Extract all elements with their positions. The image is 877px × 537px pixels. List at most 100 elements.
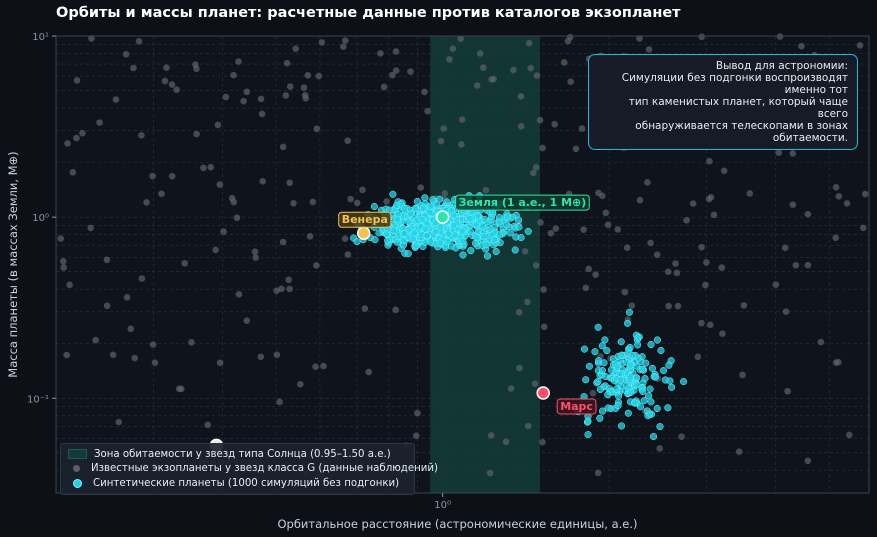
known-exoplanet-point: [614, 226, 622, 233]
known-exoplanet-point: [342, 37, 349, 44]
legend: Зона обитаемости у звезд типа Солнца (0.…: [60, 443, 438, 495]
synthetic-planet-point: [638, 365, 647, 373]
known-exoplanet-point: [127, 325, 135, 333]
synthetic-planet-point: [639, 387, 647, 396]
known-exoplanet-point: [301, 91, 309, 99]
known-exoplanet-point: [623, 244, 631, 252]
annotation-box: Вывод для астрономии: Симуляции без подг…: [588, 54, 858, 150]
known-exoplanet-point: [792, 261, 800, 269]
known-exoplanet-point: [698, 243, 705, 251]
known-exoplanet-point: [560, 59, 568, 66]
synthetic-planet-point: [647, 340, 655, 349]
known-exoplanet-point: [832, 234, 840, 242]
synthetic-planet-point: [604, 404, 612, 412]
known-exoplanet-point: [87, 224, 94, 232]
known-exoplanet-point: [306, 232, 314, 240]
synthetic-planet-point: [466, 215, 474, 223]
known-exoplanet-point: [424, 107, 431, 115]
known-exoplanet-point: [286, 83, 294, 90]
known-exoplanet-point: [309, 198, 317, 206]
synthetic-planet-point: [421, 194, 429, 202]
known-exoplanet-point: [594, 469, 602, 477]
known-exoplanet-point: [835, 193, 843, 200]
known-exoplanet-point: [158, 190, 165, 198]
known-exoplanet-point: [103, 302, 111, 310]
synthetic-planet-point: [384, 237, 392, 245]
known-exoplanet-point: [412, 432, 420, 440]
synthetic-planet-point: [419, 204, 428, 212]
synthetic-planet-point: [642, 359, 650, 367]
synthetic-planet-point: [421, 225, 429, 233]
known-exoplanet-point: [859, 224, 867, 232]
known-exoplanet-point: [521, 248, 529, 255]
known-exoplanet-point: [789, 201, 797, 208]
known-exoplanet-point: [60, 264, 67, 271]
synthetic-planet-point: [668, 383, 676, 391]
known-exoplanet-point: [532, 164, 540, 171]
legend-label-zone: Зона обитаемости у звезд типа Солнца (0.…: [94, 448, 391, 460]
known-exoplanet-point: [446, 56, 453, 63]
known-exoplanet-point: [621, 288, 629, 296]
synthetic-planet-point: [467, 247, 475, 255]
known-exoplanet-point: [718, 264, 726, 271]
known-exoplanet-point: [507, 385, 515, 392]
known-exoplanet-point: [103, 256, 111, 264]
known-exoplanet-point: [789, 150, 797, 157]
legend-swatch-known: [73, 465, 80, 473]
known-exoplanet-point: [702, 281, 709, 289]
synthetic-planet-point: [423, 231, 431, 240]
known-exoplanet-point: [595, 189, 602, 197]
highlight-Земля-marker: [435, 210, 450, 224]
known-exoplanet-point: [698, 319, 705, 327]
known-exoplanet-point: [258, 110, 266, 118]
synthetic-planet-point: [591, 348, 599, 356]
known-exoplanet-point: [449, 45, 457, 52]
synthetic-planet-point: [585, 362, 593, 370]
synthetic-planet-point: [666, 377, 674, 385]
known-exoplanet-point: [798, 42, 805, 50]
known-exoplanet-point: [720, 167, 728, 175]
legend-item-zone: Зона обитаемости у звезд типа Солнца (0.…: [67, 447, 408, 462]
synthetic-planet-point: [634, 341, 642, 349]
known-exoplanet-point: [628, 302, 636, 309]
known-exoplanet-point: [73, 77, 81, 84]
synthetic-planet-point: [633, 381, 641, 389]
known-exoplanet-point: [533, 72, 541, 79]
known-exoplanet-point: [525, 39, 533, 47]
synthetic-planet-point: [370, 202, 378, 211]
known-exoplanet-point: [707, 193, 715, 201]
known-exoplanet-point: [784, 387, 791, 395]
known-exoplanet-point: [304, 71, 312, 79]
synthetic-planet-point: [616, 376, 624, 384]
known-exoplanet-point: [240, 97, 247, 105]
synthetic-planet-point: [515, 223, 523, 231]
known-exoplanet-point: [143, 199, 150, 206]
synthetic-planet-point: [511, 246, 519, 254]
known-exoplanet-point: [228, 194, 236, 202]
known-exoplanet-point: [510, 66, 517, 74]
synthetic-planet-point: [584, 431, 592, 439]
highlight-label-box: [338, 211, 392, 228]
known-exoplanet-point: [122, 50, 130, 58]
known-exoplanet-point: [353, 199, 361, 207]
annotation-line: обнаруживается телескопами в зонах обита…: [635, 120, 848, 144]
synthetic-planet-point: [413, 197, 421, 205]
annotation-line: тип каменистых планет, который чаще всег…: [628, 96, 848, 120]
known-exoplanet-point: [365, 368, 373, 376]
known-exoplanet-point: [672, 260, 679, 267]
synthetic-planet-point: [659, 366, 668, 375]
synthetic-planet-point: [657, 346, 665, 355]
synthetic-planet-point: [653, 404, 661, 413]
known-exoplanet-point: [740, 302, 748, 309]
known-exoplanet-point: [181, 259, 189, 267]
known-exoplanet-point: [130, 64, 137, 72]
y-axis-label: Масса планеты (в массах Земли, M⊕): [6, 151, 20, 377]
known-exoplanet-point: [243, 88, 251, 96]
synthetic-planet-point: [598, 407, 607, 415]
habitable-zone-band: [430, 36, 541, 493]
known-exoplanet-point: [572, 145, 580, 153]
synthetic-planet-point: [601, 336, 609, 344]
known-exoplanet-point: [772, 281, 780, 288]
known-exoplanet-point: [380, 83, 388, 91]
synthetic-planet-point: [598, 366, 606, 375]
